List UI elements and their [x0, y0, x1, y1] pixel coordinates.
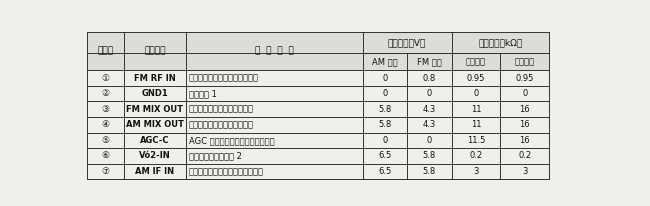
Text: Vό2-IN: Vό2-IN	[139, 151, 171, 160]
Text: AGC 电路外接时间常数元件连接端: AGC 电路外接时间常数元件连接端	[188, 136, 274, 145]
Text: 0.2: 0.2	[469, 151, 482, 160]
Text: 0: 0	[426, 136, 432, 145]
Text: 3: 3	[522, 167, 528, 176]
Text: 0: 0	[522, 89, 527, 98]
Text: 0: 0	[382, 74, 387, 83]
Text: 11.5: 11.5	[467, 136, 485, 145]
Text: 16: 16	[519, 105, 530, 114]
Bar	[87, 53, 549, 70]
Text: 功  能  说  明: 功 能 说 明	[255, 47, 294, 56]
Text: 调幅中频放大电路中放信号输入端: 调幅中频放大电路中放信号输入端	[188, 167, 263, 176]
Text: 6.5: 6.5	[378, 167, 392, 176]
Text: FM MIX OUT: FM MIX OUT	[126, 105, 183, 114]
Text: 5.8: 5.8	[378, 120, 392, 129]
Text: 0.95: 0.95	[515, 74, 534, 83]
Text: 0.95: 0.95	[467, 74, 485, 83]
Text: 16: 16	[519, 120, 530, 129]
Text: 天线接收的调频高频信号输入端: 天线接收的调频高频信号输入端	[188, 74, 259, 83]
Text: 6.5: 6.5	[378, 151, 392, 160]
Text: 0: 0	[382, 136, 387, 145]
Text: 引脚号: 引脚号	[98, 47, 114, 56]
Text: 红笔测量: 红笔测量	[466, 57, 486, 66]
Text: 5.8: 5.8	[422, 151, 436, 160]
Text: AM MIX OUT: AM MIX OUT	[126, 120, 184, 129]
Text: ①: ①	[101, 74, 110, 83]
Text: 0: 0	[382, 89, 387, 98]
Text: AM IF IN: AM IF IN	[135, 167, 174, 176]
Text: 在路电阻（kΩ）: 在路电阻（kΩ）	[478, 38, 523, 47]
Text: ②: ②	[101, 89, 110, 98]
Text: 11: 11	[471, 120, 481, 129]
Text: 黑笔测量: 黑笔测量	[515, 57, 535, 66]
Text: 字母代号: 字母代号	[144, 47, 166, 56]
Text: 0.8: 0.8	[422, 74, 436, 83]
Text: 调频混频电路混频信号输出端: 调频混频电路混频信号输出端	[188, 105, 254, 114]
Text: ⑥: ⑥	[101, 151, 110, 160]
Text: 0.2: 0.2	[518, 151, 531, 160]
Text: 工作电源电压输入端 2: 工作电源电压输入端 2	[188, 151, 241, 160]
Text: 0: 0	[426, 89, 432, 98]
Text: GND1: GND1	[142, 89, 168, 98]
Text: FM RF IN: FM RF IN	[134, 74, 176, 83]
Text: 5.8: 5.8	[422, 167, 436, 176]
Text: ④: ④	[101, 120, 110, 129]
Text: ③: ③	[101, 105, 110, 114]
Text: 0: 0	[473, 89, 478, 98]
Text: 5.8: 5.8	[378, 105, 392, 114]
Text: 3: 3	[473, 167, 478, 176]
Text: 16: 16	[519, 136, 530, 145]
Text: 4.3: 4.3	[422, 120, 436, 129]
Text: 调幅混频电路混频信号输出端: 调幅混频电路混频信号输出端	[188, 120, 254, 129]
Bar	[87, 32, 549, 53]
Text: ⑦: ⑦	[101, 167, 110, 176]
Text: 接地线端 1: 接地线端 1	[188, 89, 216, 98]
Text: FM 状态: FM 状态	[417, 57, 442, 66]
Text: 4.3: 4.3	[422, 105, 436, 114]
Text: 11: 11	[471, 105, 481, 114]
Text: AM 状态: AM 状态	[372, 57, 398, 66]
Text: ⑤: ⑤	[101, 136, 110, 145]
Text: AGC-C: AGC-C	[140, 136, 170, 145]
Text: 工作电压（V）: 工作电压（V）	[388, 38, 426, 47]
